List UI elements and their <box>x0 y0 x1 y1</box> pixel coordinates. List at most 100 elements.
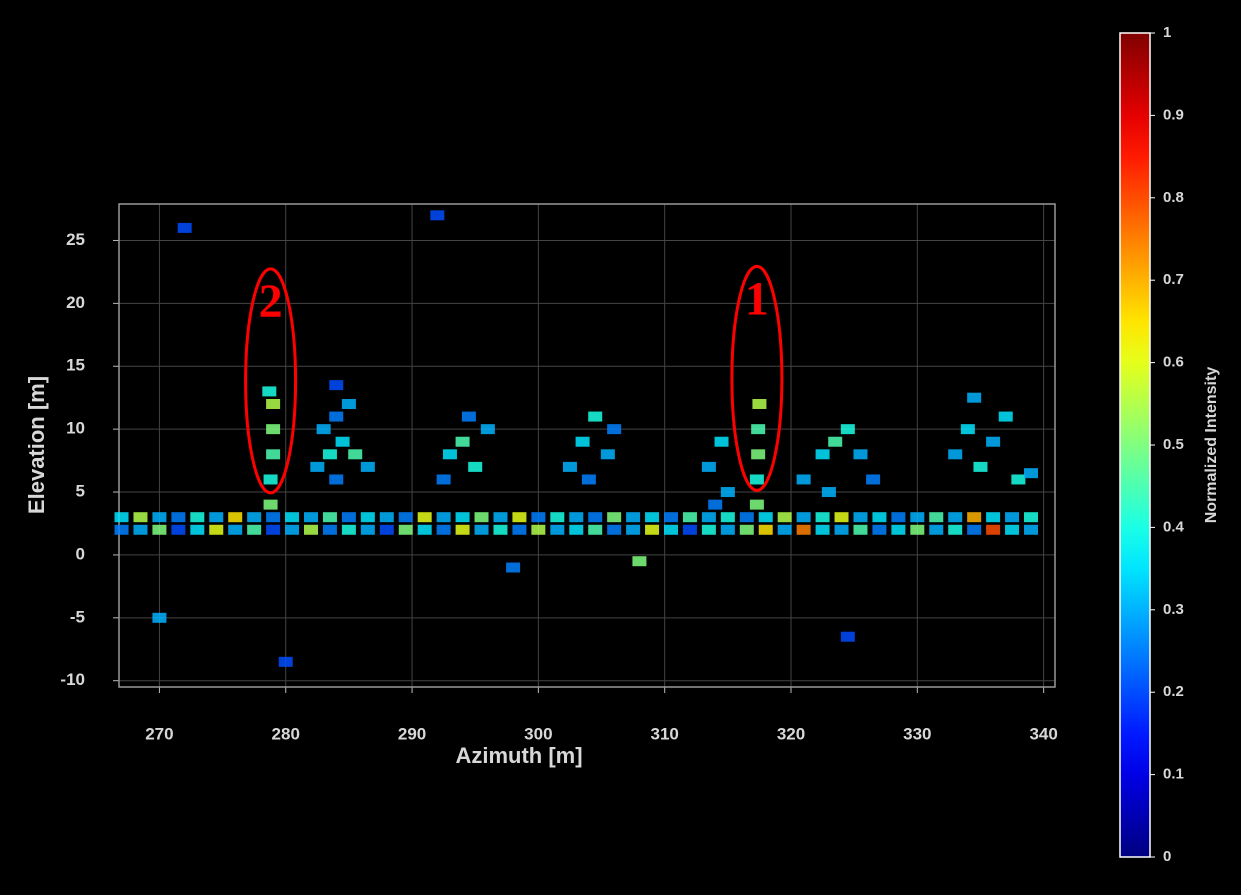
scatterer <box>720 512 735 523</box>
scatterer <box>171 524 186 535</box>
scatterer <box>1024 524 1038 535</box>
scatterer <box>569 512 584 523</box>
y-tick-label: -5 <box>70 607 85 626</box>
scatterer <box>436 474 451 485</box>
x-tick-label: 340 <box>1029 724 1057 743</box>
scatterer <box>1024 468 1038 479</box>
scatterer <box>581 474 596 485</box>
colorbar-tick-label: 0.7 <box>1163 271 1184 288</box>
scatterer <box>461 411 476 422</box>
x-tick-label: 300 <box>524 724 552 743</box>
annotation-ellipse <box>730 264 784 492</box>
y-tick-label: 20 <box>66 293 85 312</box>
scatterer <box>285 512 300 523</box>
colorbar-tick-label: 0.1 <box>1163 766 1184 783</box>
scatterer <box>840 424 855 435</box>
y-tick-label: 15 <box>66 356 85 375</box>
scatterer <box>758 524 773 535</box>
scatterer <box>436 524 451 535</box>
scatterer <box>967 512 982 523</box>
scatterer <box>834 524 849 535</box>
scatterer <box>480 424 495 435</box>
scatterer <box>720 524 735 535</box>
scatterer <box>973 461 988 472</box>
colorbar-tick-label: 1 <box>1163 24 1171 41</box>
scatterer <box>1011 474 1026 485</box>
scatterer <box>152 524 167 535</box>
scatterer <box>341 512 356 523</box>
y-tick-label: 25 <box>66 230 85 249</box>
scatterer <box>828 436 843 447</box>
scatterer <box>796 512 811 523</box>
scatterer <box>853 449 868 460</box>
scatterer <box>493 524 508 535</box>
scatterer <box>1005 512 1020 523</box>
scatterer <box>751 424 766 435</box>
scatterer <box>815 449 830 460</box>
scatterer <box>739 524 754 535</box>
scatterer <box>986 436 1001 447</box>
scatterer <box>266 424 281 435</box>
colorbar-tick-label: 0.9 <box>1163 106 1184 123</box>
scatterer <box>752 398 767 409</box>
scatterer <box>329 474 344 485</box>
scatterer <box>550 524 565 535</box>
scatterer <box>853 512 868 523</box>
scatterer <box>262 386 277 397</box>
scatterer <box>866 474 881 485</box>
scatterer <box>417 524 432 535</box>
scatterer <box>967 524 982 535</box>
scatterer <box>512 524 527 535</box>
colorbar <box>1119 32 1151 858</box>
scatterer <box>468 461 483 472</box>
colorbar-tick-label: 0.8 <box>1163 189 1184 206</box>
scatterer <box>278 656 293 667</box>
scatterer <box>133 512 148 523</box>
scatterer <box>177 222 192 233</box>
scatterer <box>379 524 394 535</box>
scatterer <box>474 512 489 523</box>
scatterer <box>588 524 603 535</box>
scatterer <box>531 512 546 523</box>
scatterer <box>758 512 773 523</box>
scatterer <box>720 487 735 498</box>
scatterer <box>796 474 811 485</box>
scatterer <box>948 512 963 523</box>
scatterer <box>304 524 318 535</box>
scatterer <box>329 411 344 422</box>
scatterer <box>645 512 660 523</box>
scatterer <box>948 524 963 535</box>
plot-frame <box>118 203 1056 688</box>
scatterer <box>266 524 281 535</box>
scatterer <box>322 449 337 460</box>
annotation: 1 <box>745 272 769 325</box>
x-tick-label: 290 <box>398 724 426 743</box>
scatterer <box>335 436 350 447</box>
scatterer <box>152 512 167 523</box>
scatterer <box>701 512 716 523</box>
y-tick-label: -10 <box>60 670 85 689</box>
y-tick-label: 10 <box>66 419 85 438</box>
scatterer <box>398 512 413 523</box>
scatterer <box>607 424 622 435</box>
scatterer <box>152 612 167 623</box>
x-tick-label: 320 <box>777 724 805 743</box>
scatterer <box>998 411 1013 422</box>
scatterer <box>341 398 356 409</box>
scatterer <box>632 556 647 567</box>
scatterer <box>607 524 622 535</box>
scatterer <box>512 512 527 523</box>
scatterer <box>682 512 697 523</box>
scatterer <box>348 449 363 460</box>
scatterer <box>398 524 413 535</box>
scatterer <box>872 524 887 535</box>
y-tick-label: 5 <box>76 482 85 501</box>
scatterer <box>777 524 792 535</box>
scatterer <box>569 524 584 535</box>
scatterer <box>821 487 836 498</box>
scatterer <box>190 524 205 535</box>
scatterer <box>360 512 375 523</box>
scatterer <box>960 424 975 435</box>
scatterer <box>910 524 925 535</box>
